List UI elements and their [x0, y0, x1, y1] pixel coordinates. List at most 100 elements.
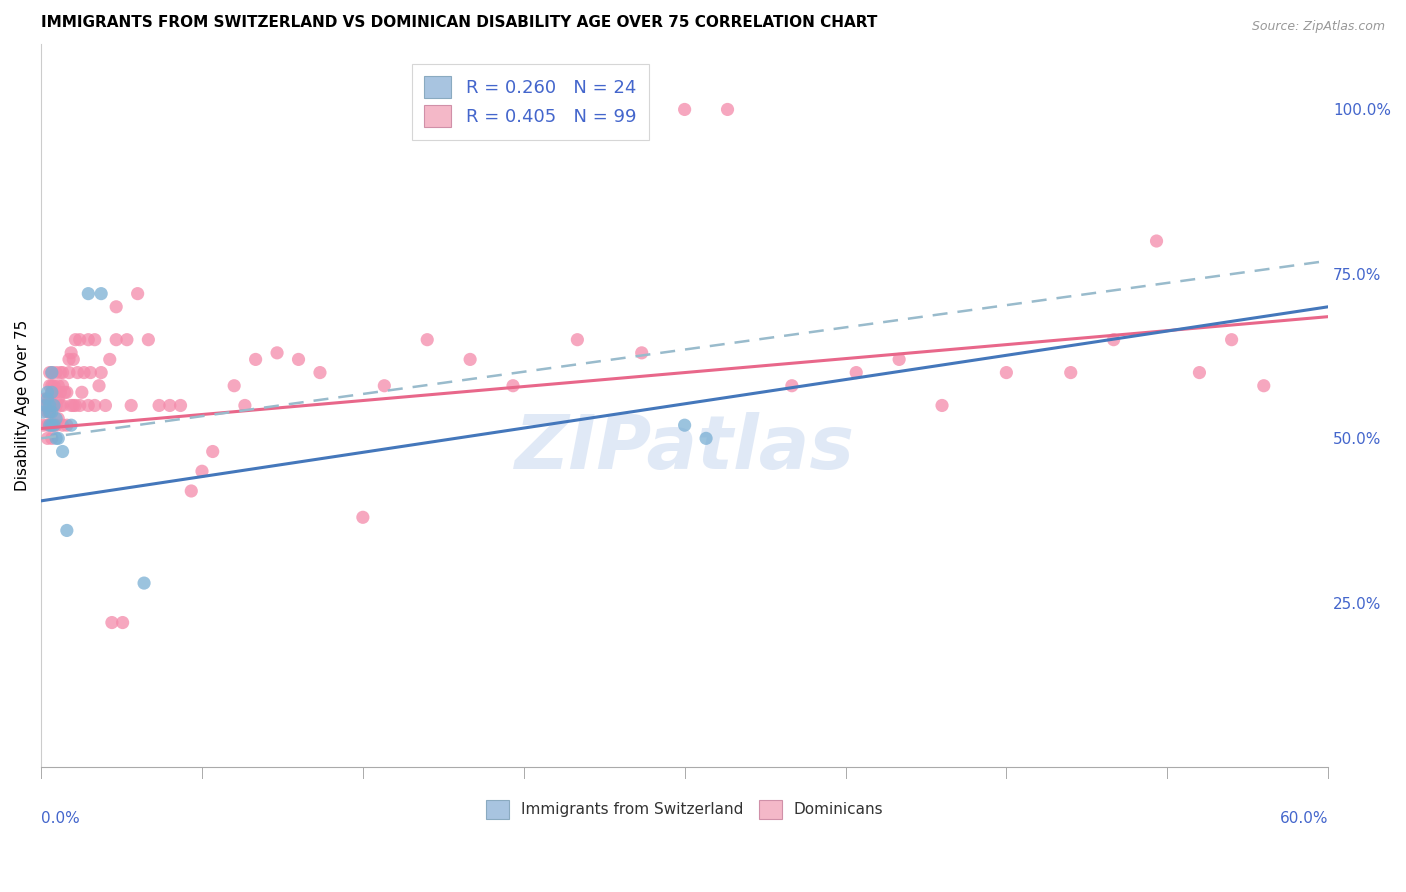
- Point: [373, 378, 395, 392]
- Point: [138, 333, 160, 347]
- Point: [62, 399, 84, 413]
- Point: [65, 333, 87, 347]
- Point: [45, 418, 67, 433]
- Point: [41, 418, 63, 433]
- Point: [49, 399, 72, 413]
- Point: [1253, 378, 1275, 392]
- Point: [34, 399, 56, 413]
- Point: [105, 300, 128, 314]
- Point: [169, 399, 191, 413]
- Point: [1188, 366, 1211, 380]
- Point: [41, 366, 63, 380]
- Point: [37, 385, 59, 400]
- Text: IMMIGRANTS FROM SWITZERLAND VS DOMINICAN DISABILITY AGE OVER 75 CORRELATION CHAR: IMMIGRANTS FROM SWITZERLAND VS DOMINICAN…: [41, 15, 877, 30]
- Point: [90, 366, 112, 380]
- Point: [79, 366, 101, 380]
- Point: [56, 524, 79, 538]
- Point: [887, 352, 910, 367]
- Point: [49, 366, 72, 380]
- Point: [37, 418, 59, 433]
- Point: [51, 399, 73, 413]
- Point: [41, 418, 63, 433]
- Point: [41, 366, 63, 380]
- Point: [60, 346, 83, 360]
- Point: [111, 615, 134, 630]
- Point: [49, 385, 72, 400]
- Point: [995, 366, 1018, 380]
- Point: [38, 399, 60, 413]
- Text: Source: ZipAtlas.com: Source: ZipAtlas.com: [1251, 20, 1385, 33]
- Point: [77, 399, 100, 413]
- Point: [83, 399, 105, 413]
- Point: [38, 405, 60, 419]
- Point: [45, 411, 67, 425]
- Point: [87, 378, 110, 392]
- Point: [34, 392, 56, 406]
- Point: [845, 366, 868, 380]
- Point: [105, 333, 128, 347]
- Point: [32, 405, 55, 419]
- Point: [266, 346, 288, 360]
- Point: [233, 399, 256, 413]
- Point: [352, 510, 374, 524]
- Point: [673, 103, 696, 117]
- Point: [180, 483, 202, 498]
- Point: [60, 399, 83, 413]
- Point: [58, 366, 80, 380]
- Point: [245, 352, 267, 367]
- Point: [416, 333, 439, 347]
- Point: [83, 333, 105, 347]
- Point: [1146, 234, 1168, 248]
- Point: [191, 464, 214, 478]
- Point: [42, 399, 65, 413]
- Point: [45, 385, 67, 400]
- Point: [66, 366, 89, 380]
- Point: [62, 352, 84, 367]
- Point: [502, 378, 524, 392]
- Point: [37, 405, 59, 419]
- Point: [42, 378, 65, 392]
- Point: [120, 399, 142, 413]
- Point: [309, 366, 332, 380]
- Point: [1220, 333, 1243, 347]
- Point: [38, 378, 60, 392]
- Point: [780, 378, 803, 392]
- Point: [132, 576, 155, 591]
- Point: [41, 431, 63, 445]
- Point: [630, 346, 652, 360]
- Point: [695, 431, 717, 445]
- Point: [56, 418, 79, 433]
- Point: [94, 399, 117, 413]
- Point: [38, 418, 60, 433]
- Point: [41, 385, 63, 400]
- Point: [41, 399, 63, 413]
- Point: [37, 431, 59, 445]
- Point: [51, 378, 73, 392]
- Point: [1060, 366, 1083, 380]
- Point: [46, 431, 69, 445]
- Text: 0.0%: 0.0%: [41, 811, 80, 826]
- Point: [38, 366, 60, 380]
- Point: [51, 366, 73, 380]
- Point: [41, 385, 63, 400]
- Point: [69, 399, 91, 413]
- Point: [45, 366, 67, 380]
- Point: [77, 286, 100, 301]
- Point: [567, 333, 589, 347]
- Point: [90, 286, 112, 301]
- Point: [1102, 333, 1125, 347]
- Point: [41, 405, 63, 419]
- Point: [34, 399, 56, 413]
- Point: [673, 418, 696, 433]
- Legend: R = 0.260   N = 24, R = 0.405   N = 99: R = 0.260 N = 24, R = 0.405 N = 99: [412, 63, 648, 140]
- Point: [98, 352, 121, 367]
- Point: [38, 418, 60, 433]
- Text: 60.0%: 60.0%: [1279, 811, 1329, 826]
- Point: [56, 385, 79, 400]
- Point: [458, 352, 481, 367]
- Point: [148, 399, 170, 413]
- Point: [159, 399, 181, 413]
- Y-axis label: Disability Age Over 75: Disability Age Over 75: [15, 320, 30, 491]
- Point: [38, 392, 60, 406]
- Point: [37, 392, 59, 406]
